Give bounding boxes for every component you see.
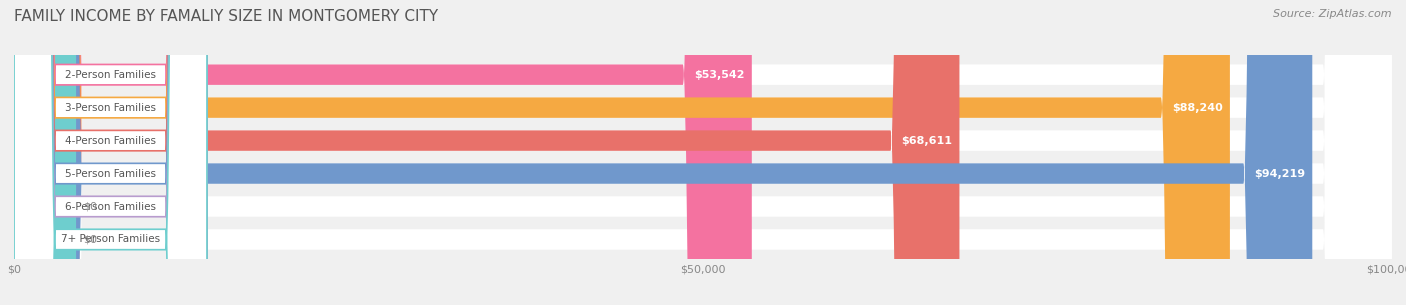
- Text: FAMILY INCOME BY FAMALIY SIZE IN MONTGOMERY CITY: FAMILY INCOME BY FAMALIY SIZE IN MONTGOM…: [14, 9, 439, 24]
- Text: $0: $0: [83, 235, 97, 245]
- Text: 6-Person Families: 6-Person Families: [65, 202, 156, 211]
- FancyBboxPatch shape: [14, 0, 1392, 305]
- FancyBboxPatch shape: [14, 0, 207, 305]
- Text: $88,240: $88,240: [1173, 103, 1223, 113]
- FancyBboxPatch shape: [14, 0, 207, 305]
- FancyBboxPatch shape: [14, 0, 76, 305]
- FancyBboxPatch shape: [14, 0, 207, 305]
- Text: $53,542: $53,542: [695, 70, 745, 80]
- FancyBboxPatch shape: [14, 0, 1392, 305]
- FancyBboxPatch shape: [14, 0, 959, 305]
- FancyBboxPatch shape: [14, 0, 207, 305]
- Text: 7+ Person Families: 7+ Person Families: [60, 235, 160, 245]
- Text: $0: $0: [83, 202, 97, 211]
- Text: 5-Person Families: 5-Person Families: [65, 169, 156, 178]
- Text: $94,219: $94,219: [1254, 169, 1305, 178]
- Text: 3-Person Families: 3-Person Families: [65, 103, 156, 113]
- FancyBboxPatch shape: [14, 0, 1392, 305]
- Text: $68,611: $68,611: [901, 136, 952, 145]
- FancyBboxPatch shape: [14, 0, 1312, 305]
- FancyBboxPatch shape: [14, 0, 1392, 305]
- Text: 2-Person Families: 2-Person Families: [65, 70, 156, 80]
- FancyBboxPatch shape: [14, 0, 1392, 305]
- FancyBboxPatch shape: [14, 0, 76, 305]
- Text: Source: ZipAtlas.com: Source: ZipAtlas.com: [1274, 9, 1392, 19]
- Text: 4-Person Families: 4-Person Families: [65, 136, 156, 145]
- FancyBboxPatch shape: [14, 0, 1230, 305]
- FancyBboxPatch shape: [14, 0, 752, 305]
- FancyBboxPatch shape: [14, 0, 1392, 305]
- FancyBboxPatch shape: [14, 0, 207, 305]
- FancyBboxPatch shape: [14, 0, 207, 305]
